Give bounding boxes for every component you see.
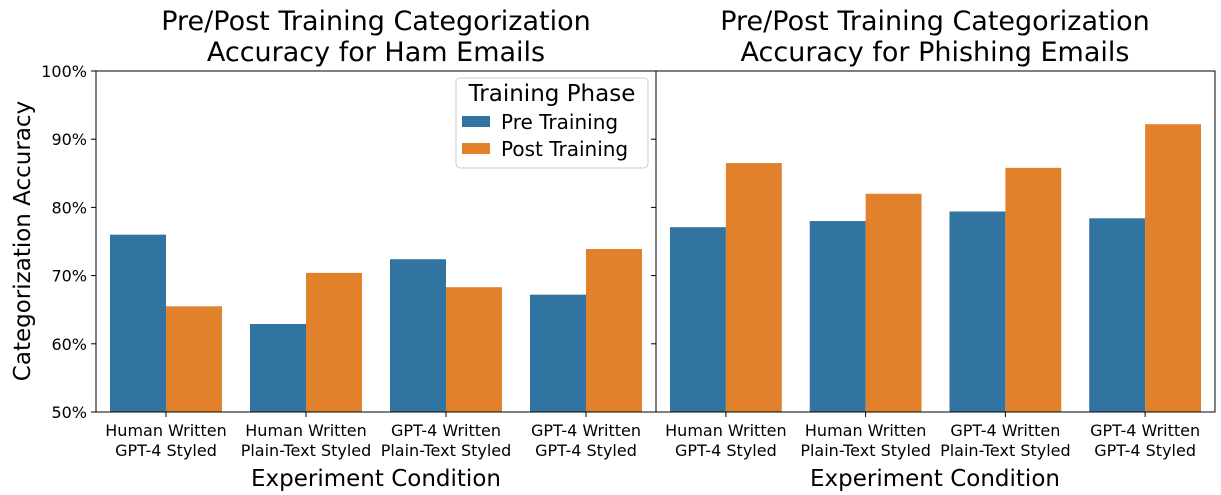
legend: Training Phase Pre Training Post Trainin… <box>455 77 649 169</box>
bar-phishing-post-3 <box>1005 167 1062 412</box>
y-axis-label: Categorization Accuracy <box>10 101 36 381</box>
right-panel-title-line2: Accuracy for Phishing Emails <box>741 37 1130 68</box>
right-panel-title-line1: Pre/Post Training Categorization <box>720 6 1150 37</box>
bar-ham-pre-4 <box>530 294 586 412</box>
y-tick-label: 90% <box>51 130 87 149</box>
y-tick-label: 100% <box>41 62 87 81</box>
bar-phishing-pre-3 <box>949 211 1006 412</box>
legend-entry-post: Post Training <box>501 137 628 161</box>
bar-phishing-post-1 <box>725 163 782 412</box>
y-tick-label: 80% <box>51 198 87 217</box>
legend-title: Training Phase <box>468 81 636 107</box>
bar-ham-pre-2 <box>250 324 306 412</box>
bar-ham-post-1 <box>166 306 222 412</box>
bar-phishing-pre-1 <box>669 227 726 412</box>
bar-ham-pre-3 <box>390 259 446 412</box>
x-tick-label: Human Written Plain-Text Styled <box>800 421 931 460</box>
left-x-axis-label: Experiment Condition <box>251 466 501 492</box>
y-tick-label: 70% <box>51 267 87 286</box>
x-tick-label: GPT-4 Written GPT-4 Styled <box>1090 421 1200 460</box>
bar-ham-post-2 <box>306 272 362 412</box>
bar-phishing-pre-2 <box>809 221 866 412</box>
x-tick-label: Human Written GPT-4 Styled <box>665 421 786 460</box>
legend-frame <box>455 77 649 169</box>
x-tick-label: GPT-4 Written Plain-Text Styled <box>381 421 512 460</box>
bar-phishing-post-2 <box>865 193 922 412</box>
bar-phishing-pre-4 <box>1089 218 1146 412</box>
bar-phishing-post-4 <box>1145 124 1202 413</box>
right-panel-frame <box>655 70 1216 413</box>
x-tick-label: GPT-4 Written Plain-Text Styled <box>940 421 1071 460</box>
y-tick-label: 60% <box>51 335 87 354</box>
legend-swatch-pre <box>462 116 490 127</box>
legend-entry-pre: Pre Training <box>501 110 618 134</box>
left-panel-title-line2: Accuracy for Ham Emails <box>207 37 545 68</box>
y-tick-label: 50% <box>51 403 87 422</box>
x-tick-label: Human Written GPT-4 Styled <box>105 421 226 460</box>
bar-ham-pre-1 <box>110 234 166 412</box>
x-tick-label: GPT-4 Written GPT-4 Styled <box>531 421 641 460</box>
right-x-axis-label: Experiment Condition <box>810 466 1060 492</box>
bar-ham-post-4 <box>586 249 642 412</box>
left-panel-title-line1: Pre/Post Training Categorization <box>161 6 591 37</box>
legend-swatch-post <box>462 143 490 154</box>
bar-ham-post-3 <box>446 287 502 412</box>
x-tick-label: Human Written Plain-Text Styled <box>241 421 372 460</box>
